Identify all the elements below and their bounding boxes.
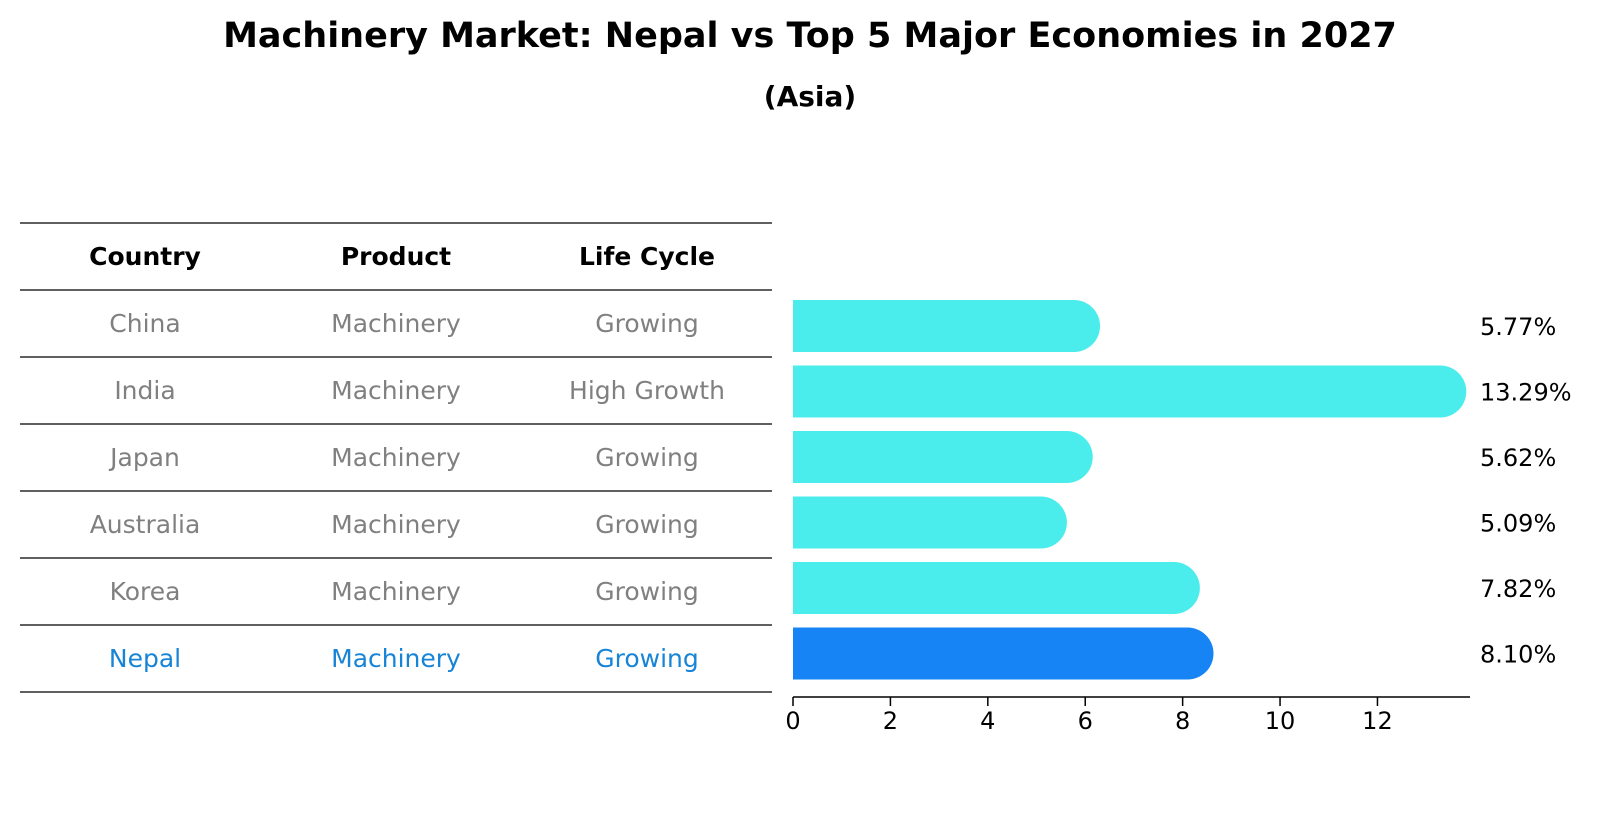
table-cell: Growing [595,510,699,539]
table-cell: Machinery [331,376,461,405]
bar-series: 5.77% 13.29% 5.62% 5.09% 7.82% 8.10% [793,300,1572,680]
bar-japan [793,431,1093,483]
value-label: 5.09% [1480,510,1556,538]
x-tick-label: 4 [980,707,995,735]
table-cell: Australia [90,510,201,539]
table-cell: Machinery [331,577,461,606]
value-label: 13.29% [1480,379,1572,407]
table-cell: Growing [595,577,699,606]
table-header-cell: Country [89,242,201,271]
value-label: 5.62% [1480,444,1556,472]
table-cell: Machinery [331,443,461,472]
value-label: 5.77% [1480,313,1556,341]
table-cell-highlight: Nepal [109,644,181,673]
chart-title: Machinery Market: Nepal vs Top 5 Major E… [223,16,1397,56]
table-cell-highlight: Growing [595,644,699,673]
x-tick-label: 10 [1265,707,1296,735]
x-tick-label: 2 [883,707,898,735]
table-cell: Growing [595,443,699,472]
table-header-cell: Product [341,242,451,271]
bar-china [793,300,1101,352]
table-cell: Japan [108,443,180,472]
table-header-cell: Life Cycle [579,242,715,271]
chart-subtitle: (Asia) [763,80,857,113]
bar-korea [793,562,1200,614]
table-cell: Korea [110,577,181,606]
table-cell: Machinery [331,510,461,539]
table-cell: Growing [595,309,699,338]
x-tick-label: 12 [1362,707,1393,735]
bar-australia [793,496,1067,549]
x-axis: 0 2 4 6 8 10 12 [785,696,1470,735]
value-label: 7.82% [1480,575,1556,603]
bar-highlight-nepal [793,627,1214,680]
bar-india [793,365,1467,418]
table-cell: China [109,309,180,338]
table-cell-highlight: Machinery [331,644,461,673]
table-cell: High Growth [569,376,725,405]
x-tick-label: 0 [785,707,800,735]
table-cell: India [114,376,175,405]
table-cell: Machinery [331,309,461,338]
x-tick-label: 6 [1078,707,1093,735]
value-label: 8.10% [1480,641,1556,669]
market-table: Country Product Life Cycle China Machinery Gr… [20,222,772,693]
x-tick-label: 8 [1175,707,1190,735]
